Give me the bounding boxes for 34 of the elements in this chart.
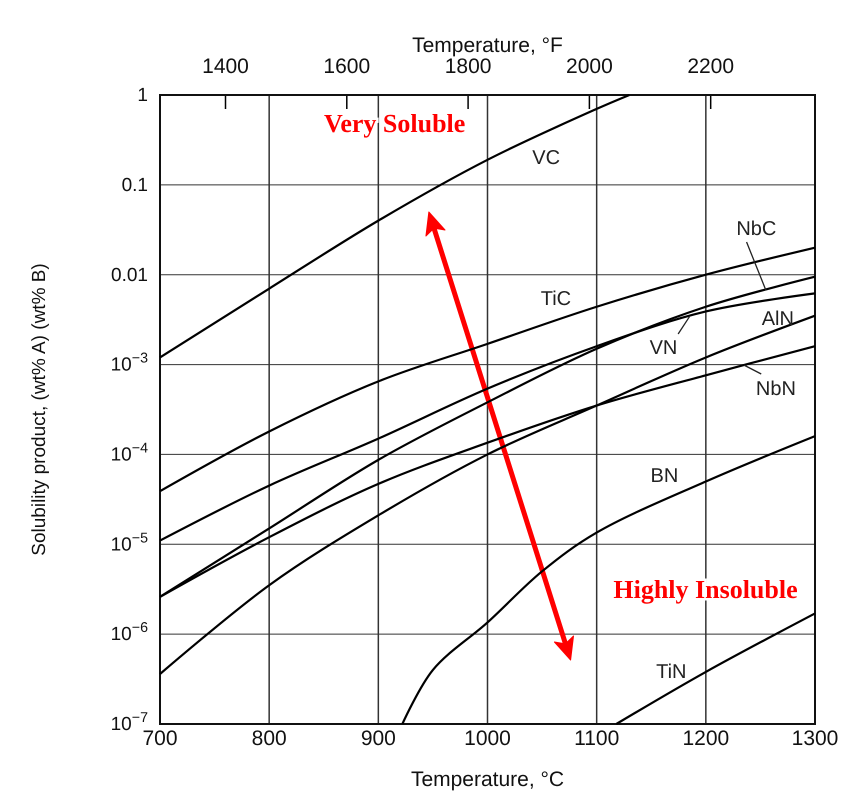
y-tick-label: 0.01 (111, 264, 148, 286)
series-label: AlN (762, 308, 794, 330)
series-label: VC (532, 147, 560, 169)
y-tick-label: 10$^{−4}$ (110, 440, 148, 466)
x-tick-label: 900 (360, 726, 396, 750)
x2-tick-label: 2200 (687, 55, 734, 78)
line-series (158, 246, 816, 492)
text: NbC (736, 218, 776, 240)
x2-tick-label: 2000 (566, 55, 613, 78)
x-tick-label: 1000 (464, 726, 511, 750)
line-series (158, 94, 631, 359)
x-tick-label: 800 (252, 726, 287, 750)
x-axis-title: Temperature, °C (410, 768, 564, 791)
y-tick-label: 1 (137, 85, 148, 106)
x-tick-label: 1200 (682, 726, 730, 750)
x-tick-label: 1300 (792, 726, 838, 750)
y-axis-title: Solubility product, (wt% A) (wt% B) (29, 263, 50, 556)
series-label: VN (650, 337, 678, 359)
x2-tick-label: 1600 (323, 55, 370, 78)
y-tick-label: 10$^{−5}$ (110, 530, 148, 556)
x2-tick-label: 1800 (444, 55, 492, 78)
x-tick-label: 1100 (574, 726, 620, 750)
x2-tick-label: 1400 (202, 55, 249, 78)
x2-axis-title: Temperature, °F (412, 34, 563, 57)
y-tick-label: 10$^{−3}$ (110, 350, 148, 376)
series-label: NbN (756, 378, 796, 400)
series-label: BN (650, 465, 678, 487)
series-label: TiN (656, 661, 686, 683)
line-series (401, 434, 816, 726)
series-label: TiC (540, 288, 572, 310)
y-tick-label: 10$^{−6}$ (110, 620, 148, 646)
annotation: Very Soluble (324, 109, 466, 138)
x-tick-label: 700 (142, 726, 178, 750)
y-tick-label: 0.1 (122, 174, 148, 196)
